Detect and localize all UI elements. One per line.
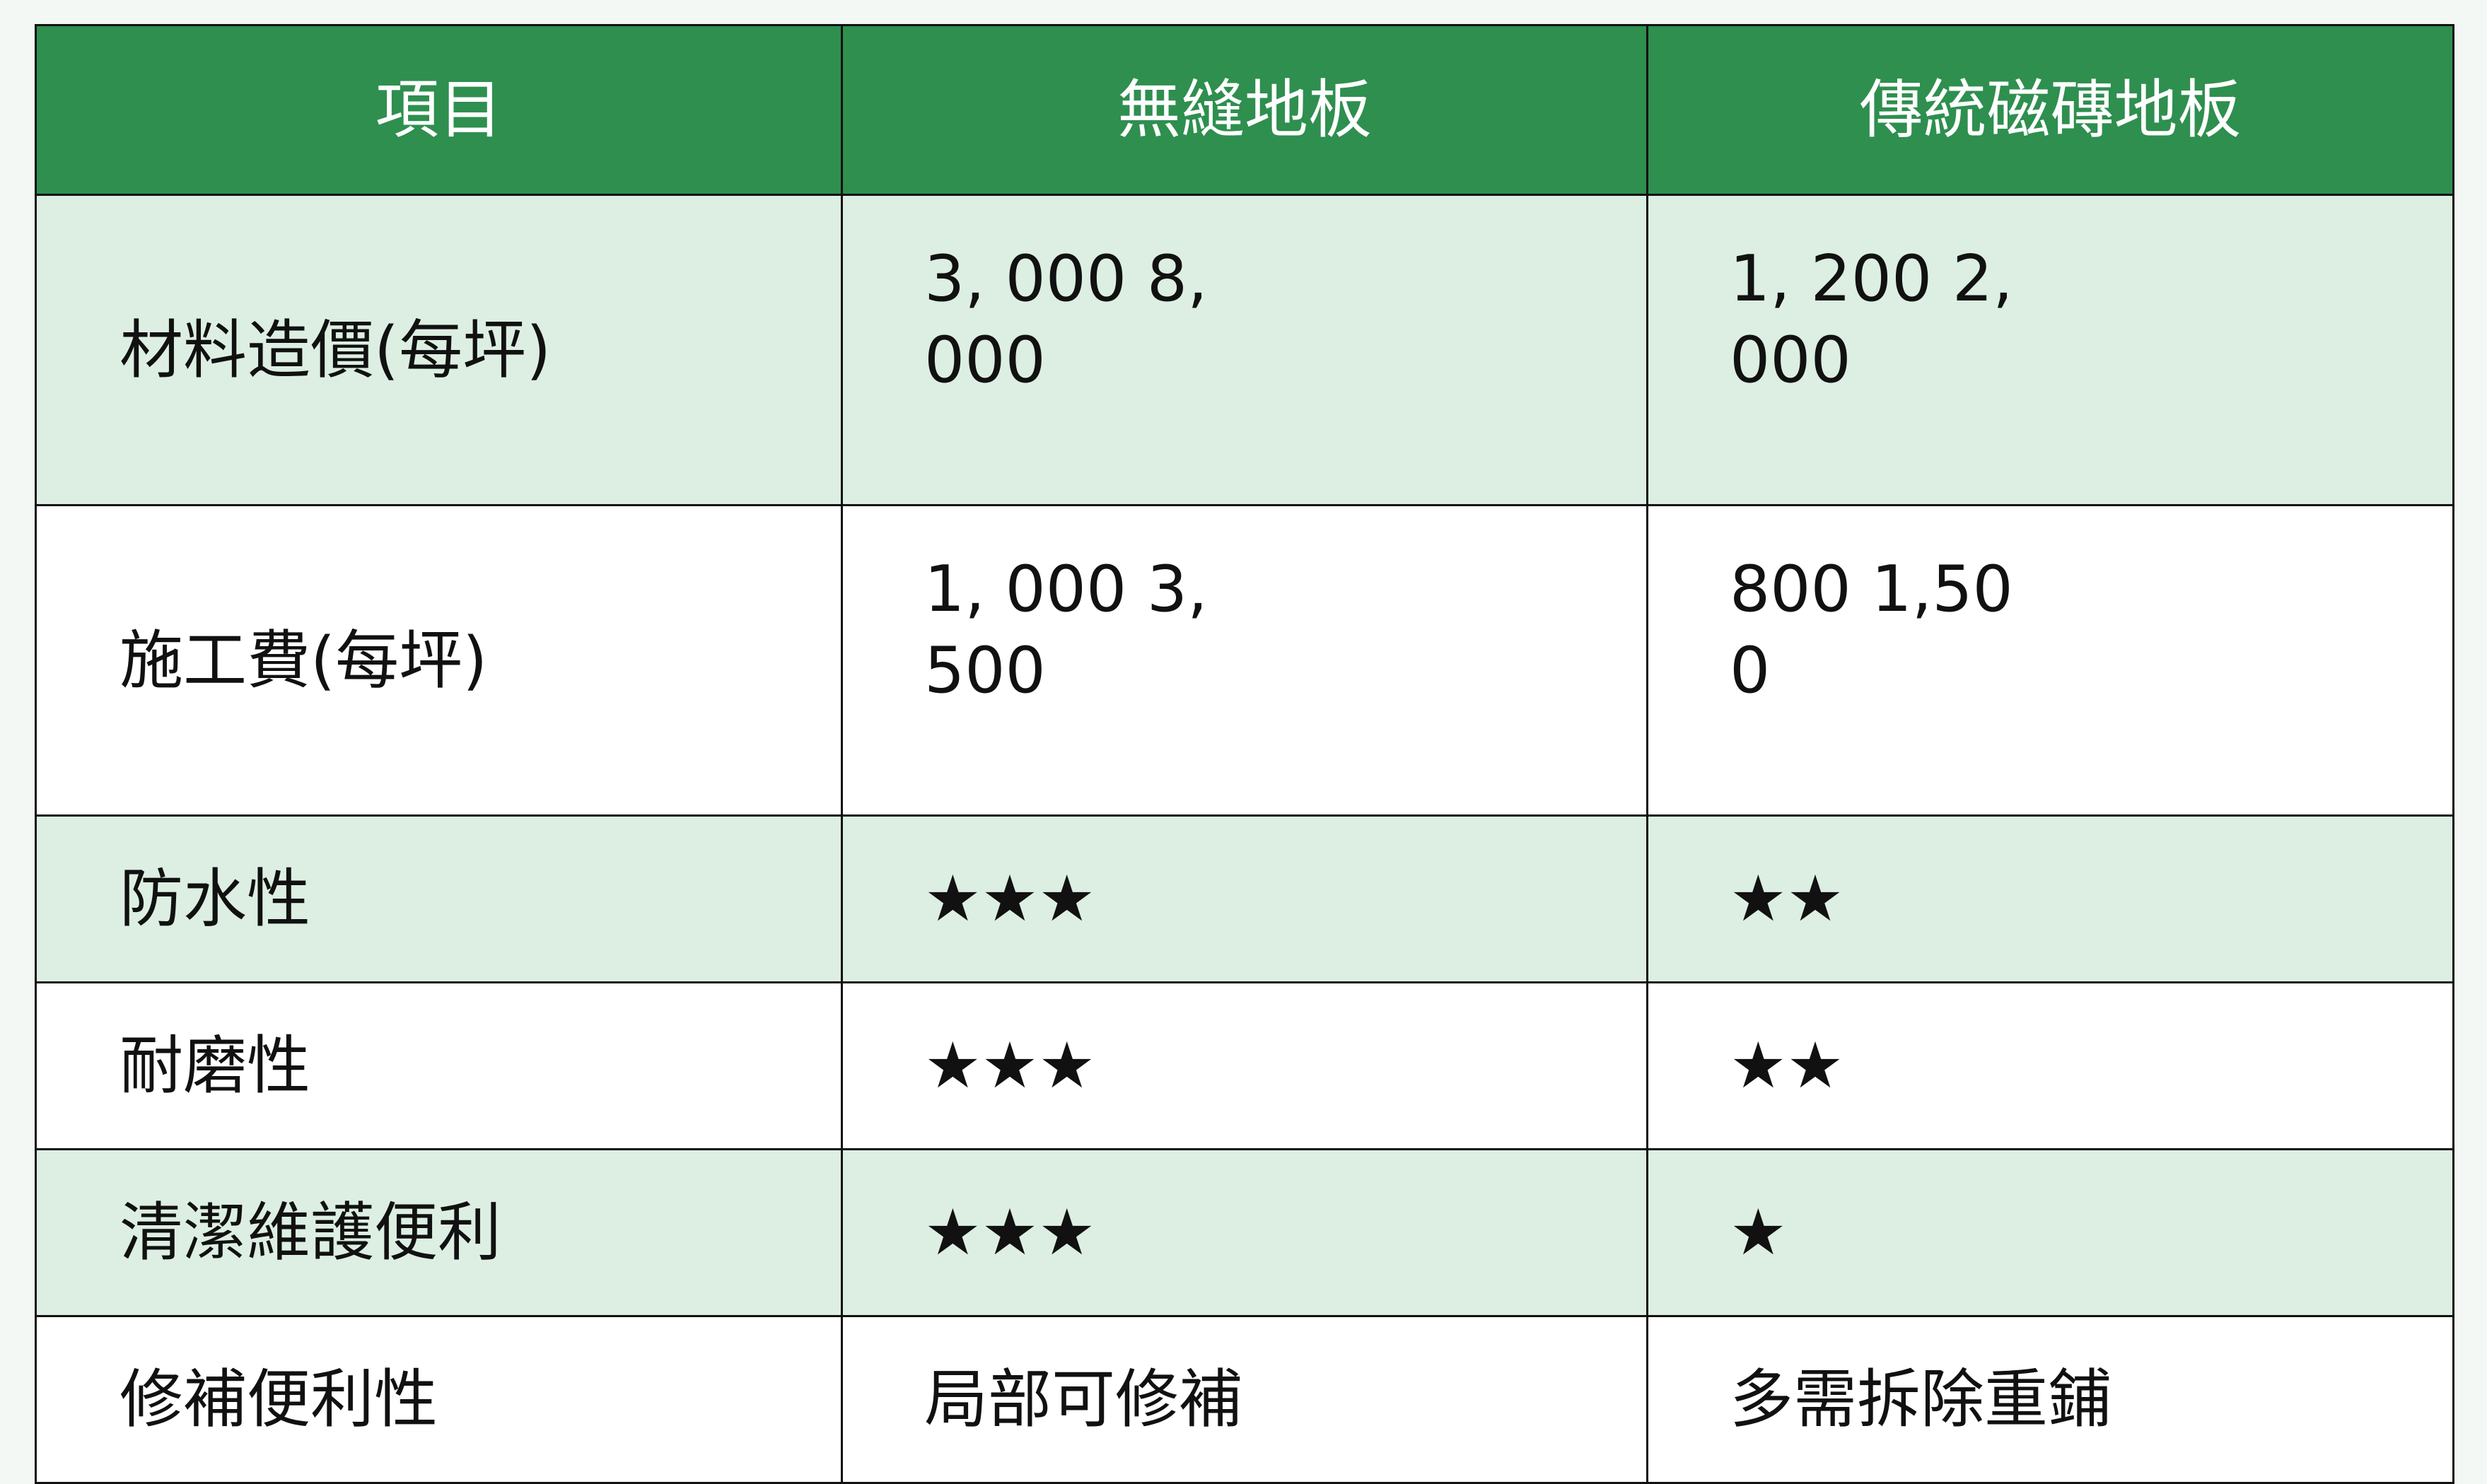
seamless-rating: ★★★ bbox=[841, 981, 1648, 1150]
header-seamless: 無縫地板 bbox=[841, 24, 1648, 196]
row-label: 清潔維護便利 bbox=[35, 1148, 843, 1317]
table-row: 材料造價(每坪) 3, 000 8, 000 1, 200 2, 000 bbox=[35, 194, 2454, 506]
tile-value: 1, 200 2, 000 bbox=[1646, 194, 2454, 506]
header-item: 項目 bbox=[35, 24, 843, 196]
tile-rating: ★★ bbox=[1646, 814, 2454, 983]
tile-value: 多需拆除重鋪 bbox=[1646, 1315, 2454, 1484]
header-row: 項目 無縫地板 傳統磁磚地板 bbox=[35, 24, 2454, 196]
table-row: 施工費(每坪) 1, 000 3, 500 800 1,50 0 bbox=[35, 504, 2454, 817]
row-label: 修補便利性 bbox=[35, 1315, 843, 1484]
tile-value: 800 1,50 0 bbox=[1646, 504, 2454, 817]
table-row: 防水性 ★★★ ★★ bbox=[35, 814, 2454, 983]
seamless-rating: ★★★ bbox=[841, 1148, 1648, 1317]
seamless-rating: ★★★ bbox=[841, 814, 1648, 983]
tile-rating: ★ bbox=[1646, 1148, 2454, 1317]
row-label: 施工費(每坪) bbox=[35, 504, 843, 817]
table-row: 修補便利性 局部可修補 多需拆除重鋪 bbox=[35, 1315, 2454, 1484]
seamless-value: 局部可修補 bbox=[841, 1315, 1648, 1484]
comparison-table: 項目 無縫地板 傳統磁磚地板 材料造價(每坪) 3, 000 8, 000 1,… bbox=[35, 24, 2454, 1484]
seamless-value: 3, 000 8, 000 bbox=[841, 194, 1648, 506]
row-label: 材料造價(每坪) bbox=[35, 194, 843, 506]
row-label: 防水性 bbox=[35, 814, 843, 983]
seamless-value: 1, 000 3, 500 bbox=[841, 504, 1648, 817]
header-tile: 傳統磁磚地板 bbox=[1646, 24, 2454, 196]
tile-rating: ★★ bbox=[1646, 981, 2454, 1150]
row-label: 耐磨性 bbox=[35, 981, 843, 1150]
table-row: 耐磨性 ★★★ ★★ bbox=[35, 981, 2454, 1150]
table-row: 清潔維護便利 ★★★ ★ bbox=[35, 1148, 2454, 1317]
